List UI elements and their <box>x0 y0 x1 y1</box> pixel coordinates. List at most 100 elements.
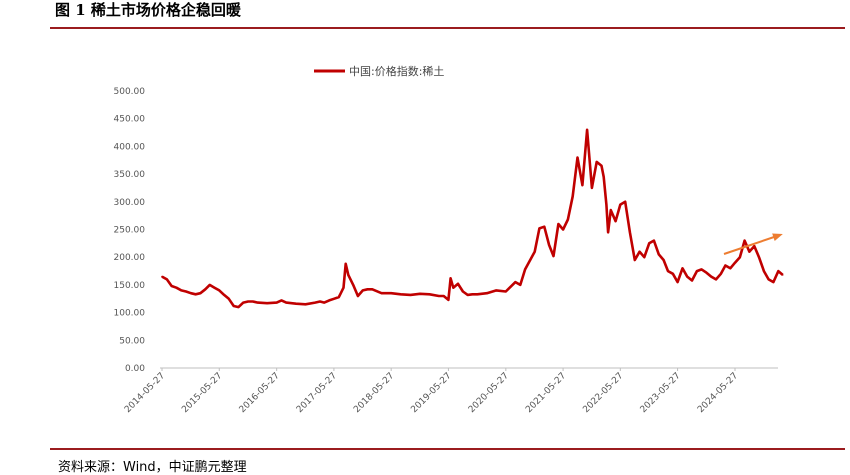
x-tick-label: 2016-05-27 <box>238 371 282 415</box>
series-point <box>600 165 603 167</box>
series-point <box>519 284 522 286</box>
series-point <box>720 273 722 275</box>
series-point <box>767 278 770 281</box>
series-point <box>366 288 369 291</box>
series-point <box>304 303 307 306</box>
y-tick-label: 50.00 <box>119 336 145 346</box>
series-point <box>228 298 230 300</box>
series-point <box>199 292 202 295</box>
series-point <box>686 275 688 278</box>
series-point <box>734 261 736 264</box>
series-point <box>399 293 402 296</box>
x-tick-label: 2014-05-27 <box>123 371 167 415</box>
series-point <box>586 129 588 131</box>
series-point <box>442 295 445 297</box>
series-point <box>643 256 646 259</box>
y-tick-label: 250.00 <box>114 226 146 236</box>
figure-title: 图 1 稀土市场价格企稳回暖 <box>55 1 241 19</box>
series-point <box>409 294 412 296</box>
series-point <box>571 195 574 198</box>
x-tick-label: 2023-05-27 <box>639 371 683 415</box>
series-point <box>185 290 187 293</box>
series-point <box>340 292 342 295</box>
y-tick-label: 450.00 <box>114 115 146 125</box>
series-point <box>323 301 326 304</box>
series-point <box>562 228 564 231</box>
x-tick-label: 2022-05-27 <box>581 371 625 415</box>
series-point <box>638 250 641 253</box>
series-point <box>390 292 393 295</box>
series-point <box>452 286 455 289</box>
series-point <box>447 299 450 301</box>
series-point <box>758 256 760 259</box>
series-point <box>190 292 192 295</box>
series-point <box>548 244 550 246</box>
series-point <box>194 293 197 296</box>
series-point <box>449 277 452 280</box>
series-point <box>543 225 546 228</box>
trend-arrow <box>723 233 783 255</box>
series-point <box>419 293 421 295</box>
series-point <box>772 281 775 283</box>
series-point <box>705 271 708 274</box>
series-point <box>672 273 674 275</box>
series-point <box>648 242 650 245</box>
series-point <box>658 253 660 256</box>
series-point <box>462 290 464 293</box>
legend-label: 中国:价格指数:稀土 <box>349 64 444 78</box>
series-point <box>662 259 665 261</box>
y-tick-label: 300.00 <box>114 198 146 208</box>
x-tick-label: 2020-05-27 <box>467 371 511 415</box>
series-point <box>223 294 225 296</box>
series-point <box>777 270 780 272</box>
series-point <box>380 292 383 295</box>
y-tick-label: 100.00 <box>114 309 146 319</box>
series-point <box>591 187 593 189</box>
series-layer <box>161 128 784 309</box>
series-point <box>438 295 440 297</box>
y-tick-label: 400.00 <box>114 142 146 152</box>
series-point <box>218 289 221 292</box>
series-point <box>748 250 751 253</box>
series-point <box>514 281 517 283</box>
x-tick-label: 2017-05-27 <box>295 371 339 415</box>
series-point <box>533 250 536 253</box>
series-point <box>314 301 316 304</box>
series-point <box>676 281 679 283</box>
line-chart: 中国:价格指数:稀土 0.00 50.00 100.00 150.00 200.00 25… <box>114 64 784 415</box>
series-point <box>576 156 579 159</box>
series-point <box>607 231 609 234</box>
series-point <box>538 227 541 230</box>
series-point <box>161 275 163 278</box>
series-point <box>204 288 207 291</box>
series-point <box>428 293 431 296</box>
x-tick-label: 2015-05-27 <box>180 371 224 415</box>
series-point <box>285 301 288 304</box>
series-point <box>280 299 283 302</box>
series-point <box>567 218 569 221</box>
series-point <box>344 263 347 265</box>
series-point <box>619 203 622 206</box>
series-point <box>524 268 526 271</box>
series-point <box>466 294 469 296</box>
series-point <box>602 176 605 178</box>
series-point <box>724 264 727 267</box>
series-point <box>595 161 598 163</box>
series-point <box>781 274 784 276</box>
series-point <box>266 302 268 305</box>
series-point <box>605 203 608 206</box>
series-point <box>352 284 355 286</box>
series-point <box>213 286 216 289</box>
x-tick-label: 2021-05-27 <box>524 371 568 415</box>
series-point <box>242 301 245 304</box>
series-point <box>170 285 173 287</box>
x-tick-label: 2024-05-27 <box>696 371 740 415</box>
series-point <box>333 298 335 300</box>
y-tick-label: 350.00 <box>114 170 146 180</box>
series-point <box>471 293 474 296</box>
series-point <box>739 256 741 259</box>
y-tick-label: 200.00 <box>114 253 146 263</box>
series-point <box>715 278 717 281</box>
series-point <box>667 270 669 272</box>
series-point <box>581 184 584 186</box>
